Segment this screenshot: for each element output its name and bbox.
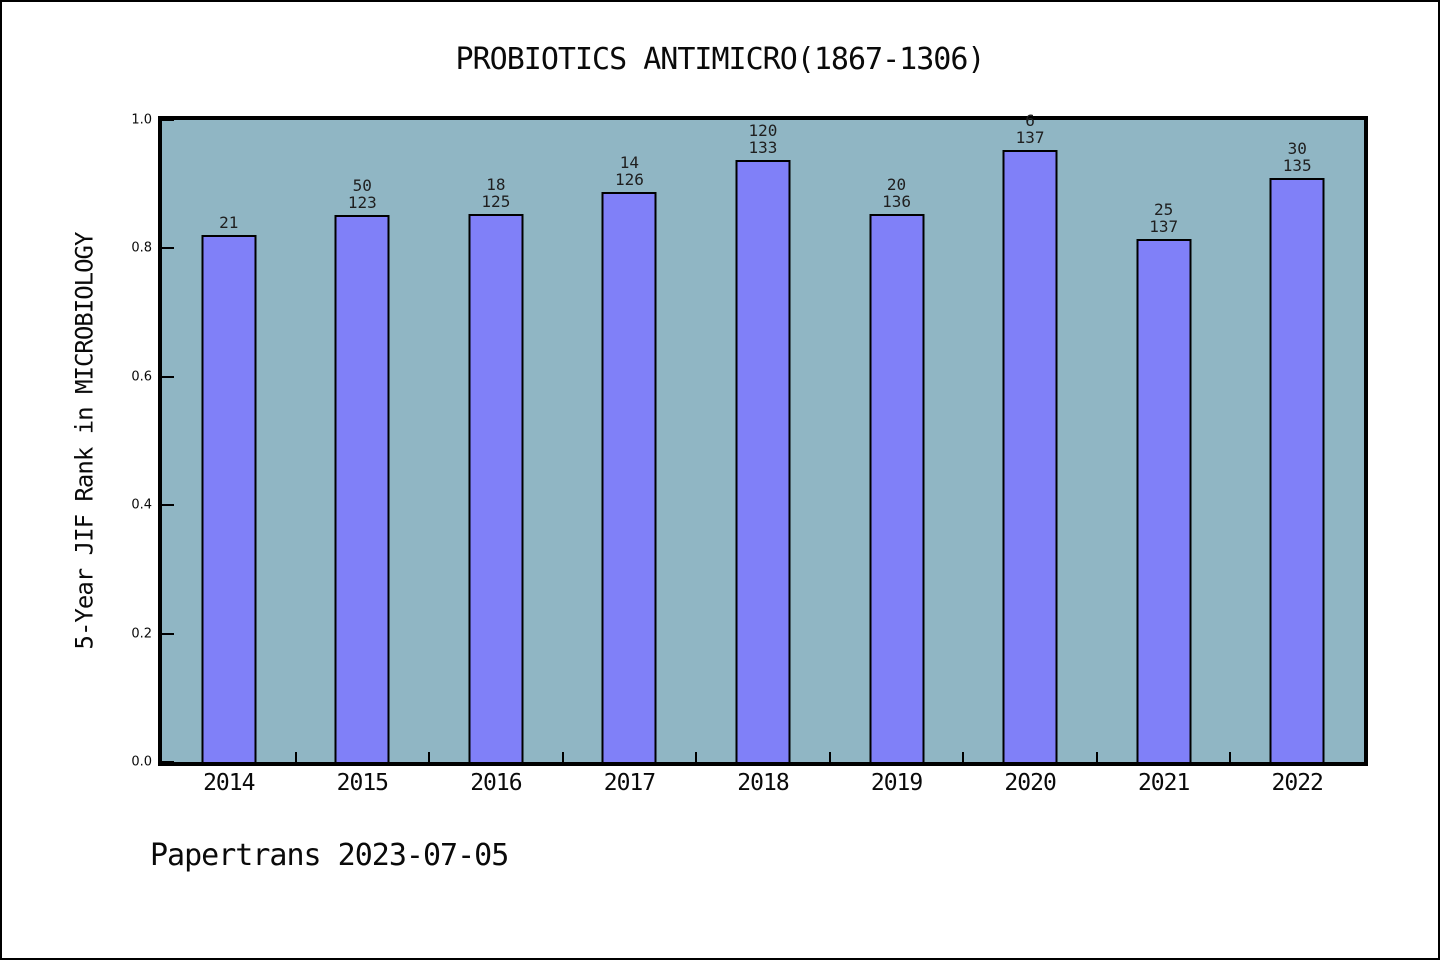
bar-value-label: 25 137 [1149,199,1179,236]
y-axis-tick [162,375,174,378]
x-axis-tick [428,752,431,762]
bar-value-label: 30 135 [1282,138,1312,175]
bar-column: 120 133 [696,120,830,762]
bar-2018 [735,160,791,762]
bar-value-label: 21 [219,212,239,232]
bar-column: 21 [162,120,296,762]
bar-column: 20 136 [830,120,964,762]
x-axis-tick-label: 2016 [470,770,522,796]
bar-2020 [1002,150,1058,762]
bar-2015 [334,215,390,762]
y-axis-title: 5-Year JIF Rank in MICROBIOLOGY [58,116,110,766]
x-axis-tick-label: 2021 [1137,770,1190,796]
watermark-text: Papertrans 2023-07-05 [150,838,509,873]
bar-2021 [1136,238,1192,762]
x-axis-tick-label: 2014 [203,770,255,796]
y-axis-tick [162,247,174,250]
x-axis-tick-label: 2022 [1271,770,1324,796]
y-axis-tick-label: 0.2 [131,626,152,642]
y-axis-tick-label: 0.0 [131,754,152,770]
bar-column: 14 126 [563,120,697,762]
y-axis-title-text: 5-Year JIF Rank in MICROBIOLOGY [70,232,98,650]
y-axis-tick [162,761,174,763]
x-axis-tick [962,752,965,762]
chart-title: PROBIOTICS ANTIMICRO(1867-1306) [455,42,986,77]
bar-column: 30 135 [1230,120,1364,762]
bar-column: 18 125 [429,120,563,762]
y-axis-tick-label: 0.6 [131,369,152,385]
x-axis-tick [828,752,831,762]
x-axis-tick [695,752,698,762]
x-axis-tick-label: 2020 [1004,770,1056,796]
bar-value-label: 18 125 [481,174,511,211]
y-axis-tick [162,632,174,635]
x-axis-tick-label: 2015 [336,770,389,796]
bar-value-label: 6 137 [1015,111,1045,148]
y-axis-tick-label: 0.4 [131,497,152,513]
x-axis-tick-label: 2019 [870,770,923,796]
bar-value-label: 14 126 [614,152,644,189]
bar-2017 [601,191,657,762]
x-axis-tick [294,752,297,762]
y-axis-tick [162,504,174,507]
bar-value-label: 120 133 [748,121,778,158]
y-axis-tick-label: 1.0 [131,112,152,128]
bar-value-label: 50 123 [347,176,377,213]
x-axis-tick [1229,752,1232,762]
x-axis-tick-label: 2018 [737,770,789,796]
bar-value-label: 20 136 [882,175,911,212]
bar-2014 [201,234,257,762]
bar-2022 [1269,177,1325,762]
x-axis-tick-labels: 2014 2015 2016 2017 2018 2019 2020 2021 2022 [162,770,1364,800]
y-axis-tick [162,119,174,121]
bar-column: 6 137 [963,112,1097,762]
x-axis-tick [1095,752,1098,762]
x-axis-tick [561,752,564,762]
bar-2019 [869,214,925,762]
y-axis-tick-label: 0.8 [131,240,152,256]
plot-area: 21 50 123 18 125 14 126 120 133 20 136 6 137 25… [158,112,1368,766]
bar-column: 25 137 [1097,120,1231,762]
bar-column: 50 123 [296,120,430,762]
x-axis-tick-label: 2017 [603,770,656,796]
bar-2016 [468,213,524,762]
